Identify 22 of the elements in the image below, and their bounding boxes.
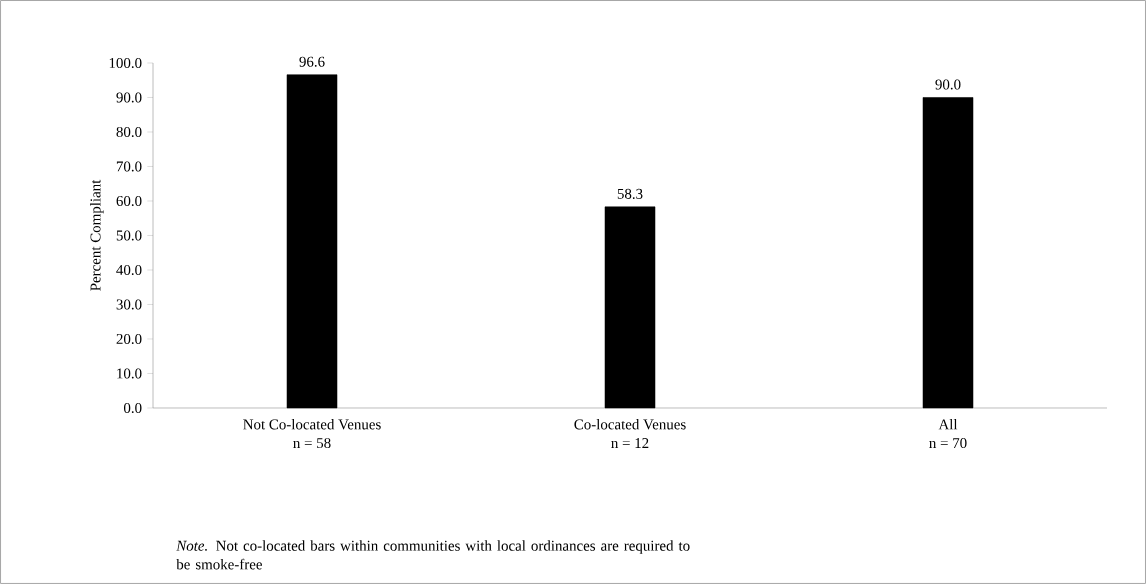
y-tick-label: 20.0: [116, 333, 142, 345]
y-tick-label: 30.0: [116, 299, 142, 310]
y-tick-label: 80.0: [116, 126, 142, 138]
y-tick-label: 40.0: [116, 264, 142, 276]
y-tick-label: 100.0: [109, 57, 142, 69]
bar: [922, 97, 974, 409]
y-tick-label: 70.0: [116, 161, 142, 172]
y-tick-label: 90.0: [116, 92, 142, 103]
data-label: 90.0: [935, 79, 961, 90]
data-label: 96.6: [299, 56, 325, 67]
bar: [286, 74, 338, 409]
y-axis-title: Percent Compliant: [90, 179, 104, 291]
x-tick-label: Not Co-located Venues n = 58: [243, 418, 381, 449]
data-label: 58.3: [617, 188, 643, 199]
bar: [604, 206, 656, 409]
y-tick-label: 10.0: [117, 368, 142, 379]
x-tick-label: Co-located Venues n = 12: [574, 418, 686, 448]
y-tick-label: 50.0: [116, 230, 142, 241]
x-tick-label: All n = 70: [929, 418, 967, 449]
y-tick-label: 60.0: [116, 195, 142, 207]
y-tick-label: 0.0: [123, 402, 142, 414]
text: Note. Not co-located bars within communities with local ordinances are required to be smoke-free: [176, 540, 690, 570]
